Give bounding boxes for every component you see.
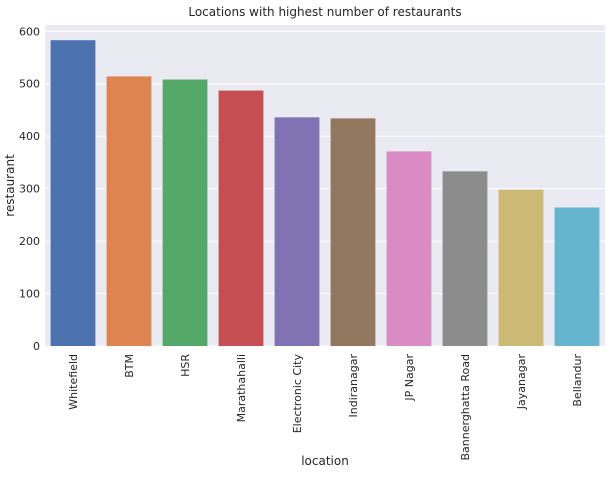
y-tick-label: 400 <box>19 130 40 143</box>
y-tick-label: 600 <box>19 25 40 38</box>
bar-bellandur <box>554 207 600 346</box>
bar-electronic-city <box>274 117 320 347</box>
y-tick-label: 300 <box>19 183 40 196</box>
bar-indiranagar <box>330 118 376 346</box>
x-tick-label: BTM <box>123 354 136 378</box>
bar-marathahalli <box>218 90 264 347</box>
y-axis-label: restaurant <box>3 154 17 217</box>
bar-jp-nagar <box>386 151 432 346</box>
y-axis-ticks: 0 100 200 300 400 500 600 <box>19 25 40 353</box>
bars <box>50 40 600 347</box>
x-tick-label: JP Nagar <box>403 354 416 402</box>
bar-btm <box>106 76 152 346</box>
y-tick-label: 0 <box>33 340 40 353</box>
chart-title: Locations with highest number of restaur… <box>188 5 461 19</box>
x-axis-label: location <box>301 454 349 468</box>
x-axis-ticks: Whitefield BTM HSR Marathahalli Electronic C… <box>67 354 584 461</box>
y-tick-label: 200 <box>19 235 40 248</box>
x-tick-label: Bellandur <box>571 354 584 407</box>
x-tick-label: Electronic City <box>291 354 304 434</box>
bar-whitefield <box>50 40 96 346</box>
bar-bannerghatta-road <box>442 171 488 346</box>
y-tick-label: 100 <box>19 288 40 301</box>
bar-jayanagar <box>498 189 544 346</box>
x-tick-label: Whitefield <box>67 354 80 410</box>
x-tick-label: Bannerghatta Road <box>459 354 472 461</box>
bar-hsr <box>162 79 208 347</box>
y-tick-label: 500 <box>19 78 40 91</box>
x-tick-label: HSR <box>179 354 192 377</box>
x-tick-label: Marathahalli <box>235 354 248 422</box>
x-tick-label: Indiranagar <box>347 354 360 418</box>
x-tick-label: Jayanagar <box>515 354 528 411</box>
